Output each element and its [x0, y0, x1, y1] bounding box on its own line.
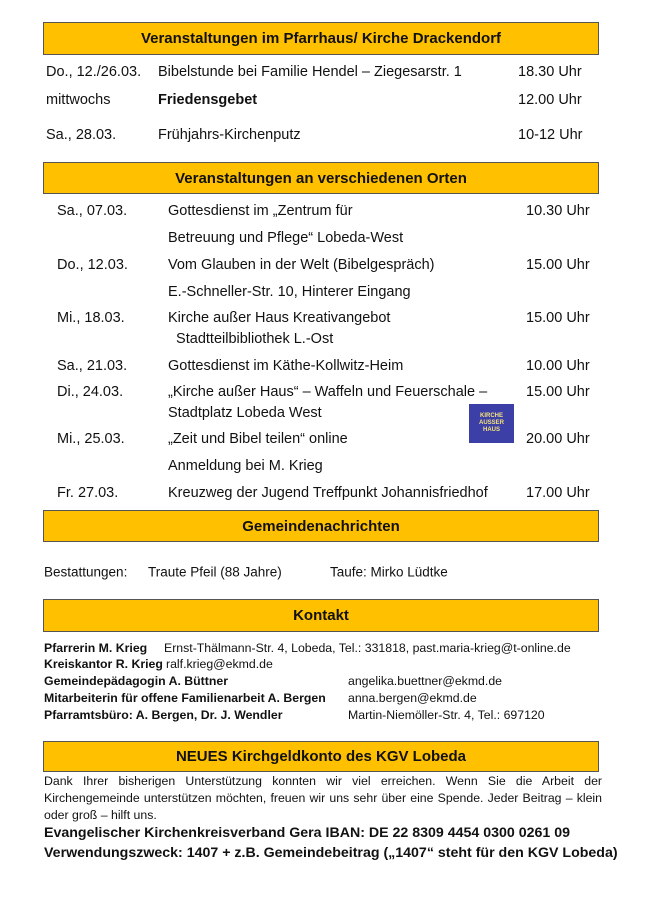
section-header-kirchgeld: NEUES Kirchgeldkonto des KGV Lobeda	[43, 741, 599, 772]
event-title: Friedensgebet	[158, 92, 258, 108]
event-date: mittwochs	[46, 92, 111, 108]
event-title: Stadtteilbibliothek L.-Ost	[168, 331, 334, 347]
contact-name: Pfarramtsbüro: A. Bergen, Dr. J. Wendler	[44, 708, 283, 722]
event-title: Betreuung und Pflege“ Lobeda-West	[168, 230, 404, 246]
event-title: Stadtplatz Lobeda West	[168, 405, 322, 421]
event-title: Frühjahrs-Kirchenputz	[158, 127, 301, 143]
event-time: 18.30 Uhr	[518, 64, 582, 80]
event-time: 12.00 Uhr	[518, 92, 582, 108]
contact-info: anna.bergen@ekmd.de	[348, 691, 477, 705]
contact-name: Gemeindepädagogin A. Büttner	[44, 674, 229, 688]
section-header-orte: Veranstaltungen an verschiedenen Orten	[43, 162, 599, 194]
burials-label: Bestattungen:	[44, 564, 128, 580]
event-time: 10-12 Uhr	[518, 127, 583, 143]
event-date: Mi., 18.03.	[57, 310, 125, 326]
event-title: Bibelstunde bei Familie Hendel – Ziegesa…	[158, 64, 462, 80]
section-header-kontakt: Kontakt	[43, 599, 599, 632]
event-title: „Kirche außer Haus“ – Waffeln und Feuers…	[168, 384, 488, 400]
event-time: 15.00 Uhr	[526, 384, 590, 400]
contact-info: angelika.buettner@ekmd.de	[348, 674, 502, 688]
contact-name: Mitarbeiterin für offene Familienarbeit …	[44, 691, 326, 705]
event-date: Sa., 28.03.	[46, 127, 117, 143]
event-title: Kreuzweg der Jugend Treffpunkt Johannisf…	[168, 485, 488, 501]
kirche-ausser-haus-logo: KIRCHE AUSSER HAUS	[469, 404, 514, 443]
purpose-line: Verwendungszweck: 1407 + z.B. Gemeindebe…	[44, 845, 618, 861]
contact-info: ralf.krieg@ekmd.de	[166, 657, 273, 671]
section-header-gemeindenachrichten: Gemeindenachrichten	[43, 510, 599, 542]
event-time: 10.00 Uhr	[526, 358, 590, 374]
event-title: Gottesdienst im Käthe-Kollwitz-Heim	[168, 358, 404, 374]
event-time: 15.00 Uhr	[526, 310, 590, 326]
contact-info: Ernst-Thälmann-Str. 4, Lobeda, Tel.: 331…	[164, 641, 571, 655]
section-header-drackendorf: Veranstaltungen im Pfarrhaus/ Kirche Dra…	[43, 22, 599, 55]
event-date: Di., 24.03.	[57, 384, 124, 400]
event-date: Do., 12./26.03.	[46, 64, 142, 80]
contact-info: Martin-Niemöller-Str. 4, Tel.: 697120	[348, 708, 545, 722]
event-title: Vom Glauben in der Welt (Bibelgespräch)	[168, 257, 435, 273]
event-date: Sa., 07.03.	[57, 203, 128, 219]
baptism: Taufe: Mirko Lüdtke	[330, 564, 448, 580]
contact-name: Pfarrerin M. Krieg	[44, 641, 148, 655]
event-title: Kirche außer Haus Kreativangebot	[168, 310, 391, 326]
event-title: Gottesdienst im „Zentrum für	[168, 203, 353, 219]
event-date: Mi., 25.03.	[57, 431, 125, 447]
event-title: E.-Schneller-Str. 10, Hinterer Eingang	[168, 284, 411, 300]
event-time: 10.30 Uhr	[526, 203, 590, 219]
event-title: Anmeldung bei M. Krieg	[168, 458, 323, 474]
event-time: 15.00 Uhr	[526, 257, 590, 273]
event-title: „Zeit und Bibel teilen“ online	[168, 431, 348, 447]
iban-line: Evangelischer Kirchenkreisverband Gera I…	[44, 825, 571, 841]
event-date: Fr. 27.03.	[57, 485, 119, 501]
event-date: Sa., 21.03.	[57, 358, 128, 374]
event-date: Do., 12.03.	[57, 257, 128, 273]
burials: Traute Pfeil (88 Jahre)	[148, 564, 282, 580]
donation-text: Dank Ihrer bisherigen Unterstützung konn…	[44, 774, 602, 822]
contact-name: Kreiskantor R. Krieg	[44, 657, 163, 671]
event-time: 20.00 Uhr	[526, 431, 590, 447]
event-time: 17.00 Uhr	[526, 485, 590, 501]
